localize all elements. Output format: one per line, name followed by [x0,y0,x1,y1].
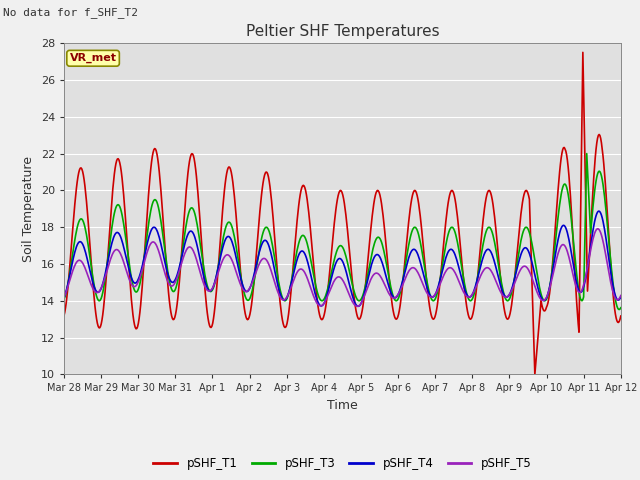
Text: VR_met: VR_met [70,53,116,63]
Y-axis label: Soil Temperature: Soil Temperature [22,156,35,262]
Text: No data for f_SHF_T2: No data for f_SHF_T2 [3,7,138,18]
Title: Peltier SHF Temperatures: Peltier SHF Temperatures [246,24,439,39]
X-axis label: Time: Time [327,399,358,412]
Legend: pSHF_T1, pSHF_T3, pSHF_T4, pSHF_T5: pSHF_T1, pSHF_T3, pSHF_T4, pSHF_T5 [148,452,536,475]
